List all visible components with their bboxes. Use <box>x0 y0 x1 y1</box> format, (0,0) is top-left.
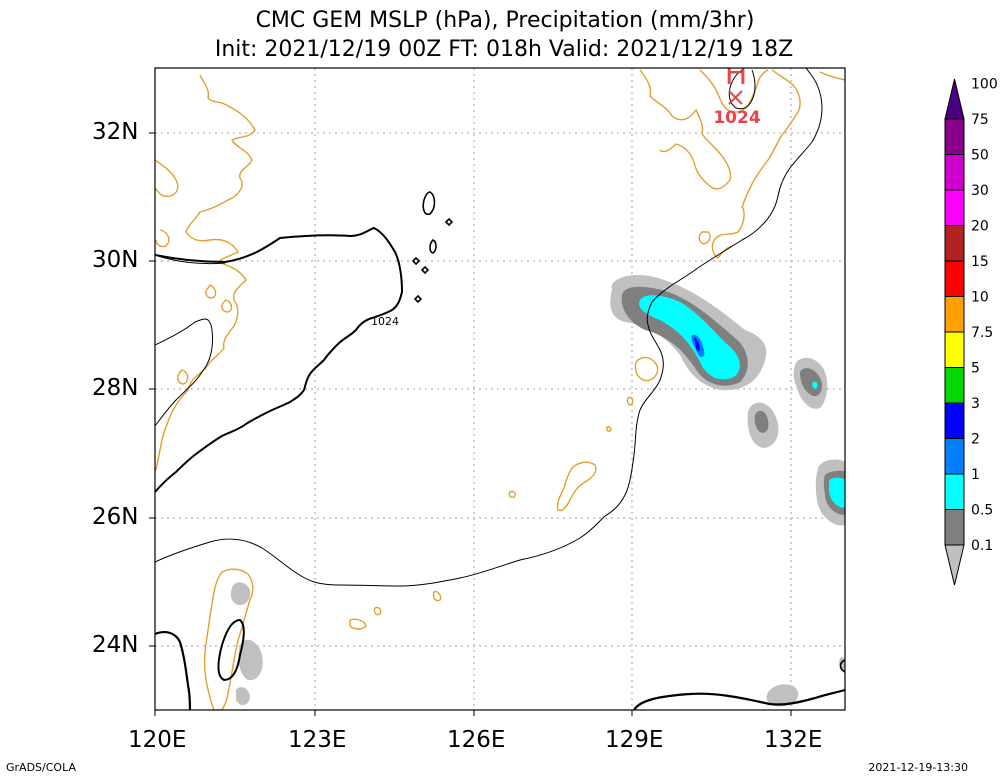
colorbar-swatch <box>944 118 965 155</box>
high-pressure-center: H 1024 <box>713 57 760 128</box>
colorbar-swatch <box>944 225 965 262</box>
x-tick-label: 132E <box>764 727 823 753</box>
isobars <box>155 68 845 710</box>
precipitation-colorbar: 0.1 0.5 1 2 3 5 7.5 10 15 20 30 50 75 100 <box>944 77 998 586</box>
colorbar-label: 0.5 <box>971 503 993 519</box>
x-tick-label: 126E <box>447 727 506 753</box>
y-tick-label: 26N <box>92 504 139 530</box>
colorbar-swatch <box>944 296 965 333</box>
colorbar-swatch <box>944 331 965 368</box>
high-letter: H <box>725 57 748 92</box>
x-tick-label: 123E <box>288 727 347 753</box>
colorbar-label: 30 <box>971 183 989 199</box>
colorbar-label: 3 <box>971 396 980 412</box>
colorbar-label: 75 <box>971 112 989 128</box>
colorbar-top-arrow <box>944 78 965 120</box>
colorbar-label: 5 <box>971 361 980 377</box>
coastlines <box>155 69 845 710</box>
colorbar-label: 50 <box>971 148 989 164</box>
colorbar-label: 0.1 <box>971 538 993 554</box>
colorbar-swatch <box>944 367 965 404</box>
colorbar-swatch <box>944 402 965 439</box>
map-plot-area: 1024 H 1024 <box>155 57 845 710</box>
colorbar-swatch <box>944 154 965 191</box>
colorbar-label: 15 <box>971 254 989 270</box>
y-tick-label: 32N <box>92 119 139 145</box>
footer-credit: GrADS/COLA <box>6 761 76 774</box>
y-tick-label: 30N <box>92 247 139 273</box>
map-title: CMC GEM MSLP (hPa), Precipitation (mm/3h… <box>255 8 755 33</box>
colorbar-label: 20 <box>971 219 989 235</box>
precipitation-shading <box>230 274 845 707</box>
footer-timestamp: 2021-12-19-13:30 <box>868 761 968 774</box>
colorbar-swatch <box>944 189 965 226</box>
x-tick-label: 129E <box>605 727 664 753</box>
colorbar-label: 2 <box>971 432 980 448</box>
colorbar-swatch <box>944 509 965 546</box>
y-tick-label: 24N <box>92 632 139 658</box>
colorbar-label: 100 <box>971 77 998 93</box>
map-subtitle: Init: 2021/12/19 00Z FT: 018h Valid: 202… <box>214 37 794 62</box>
colorbar-label: 10 <box>971 290 989 306</box>
high-value: 1024 <box>713 108 760 128</box>
high-center-cross-icon <box>728 90 743 105</box>
colorbar-swatch <box>944 260 965 297</box>
colorbar-bottom-arrow <box>944 544 965 586</box>
y-tick-label: 28N <box>92 375 139 401</box>
lat-lon-grid <box>155 68 845 710</box>
axis-ticks <box>149 132 792 716</box>
colorbar-swatch <box>944 473 965 510</box>
x-tick-label: 120E <box>128 727 187 753</box>
colorbar-label: 7.5 <box>971 325 993 341</box>
isobar-label: 1024 <box>371 315 399 328</box>
colorbar-swatch <box>944 438 965 475</box>
colorbar-label: 1 <box>971 467 980 483</box>
